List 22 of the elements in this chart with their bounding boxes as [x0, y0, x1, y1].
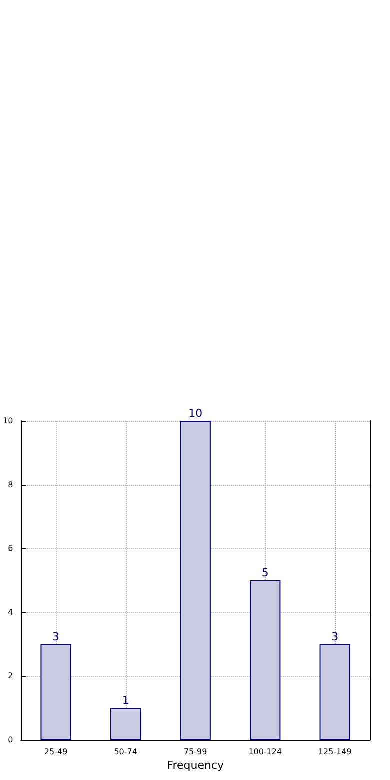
x-axis-title: Frequency [167, 759, 224, 772]
y-tick-label: 8 [8, 480, 14, 490]
y-tick-label: 6 [8, 544, 14, 554]
bar [250, 580, 281, 740]
data-label: 1 [122, 694, 130, 708]
bar [40, 644, 72, 740]
bar [180, 421, 211, 740]
x-tick-label: 125-149 [318, 748, 352, 756]
data-label: 3 [332, 630, 339, 644]
y-tick-label: 2 [8, 672, 14, 681]
x-tick-label: 25-49 [44, 748, 68, 756]
y-tick-label: 4 [8, 608, 14, 617]
bar [320, 644, 350, 740]
bar [110, 708, 142, 740]
x-tick-label: 50-74 [114, 748, 138, 756]
x-tick-label: 100-124 [248, 748, 282, 756]
data-label: 5 [262, 566, 269, 580]
y-tick-label: 10 [2, 416, 14, 426]
data-label: 10 [188, 407, 203, 420]
data-label: 3 [52, 630, 60, 644]
x-tick-label: 75-99 [184, 748, 208, 756]
y-tick-label: 0 [8, 736, 14, 744]
